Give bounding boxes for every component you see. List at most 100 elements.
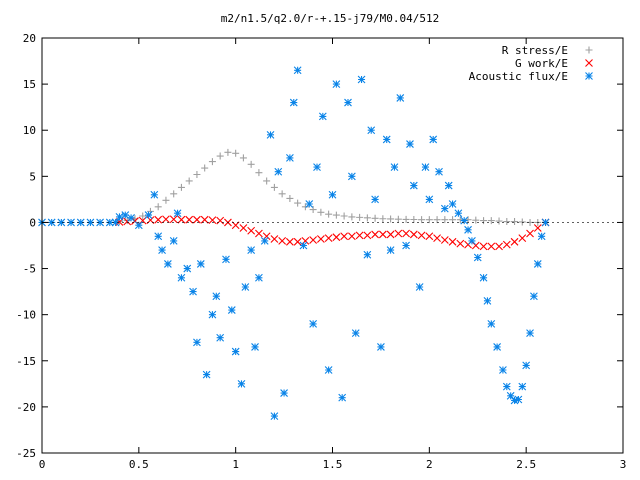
data-point <box>440 236 449 244</box>
data-point <box>305 200 314 208</box>
data-point <box>409 230 418 239</box>
y-tick-label: 10 <box>23 124 36 137</box>
data-point <box>464 225 472 234</box>
data-point <box>402 241 410 250</box>
y-tick-label: -25 <box>16 447 36 460</box>
plot-area <box>38 37 624 454</box>
data-point <box>177 215 186 224</box>
data-point <box>351 329 360 337</box>
data-point <box>454 209 463 218</box>
data-point <box>111 218 120 227</box>
data-point <box>495 242 503 251</box>
data-point <box>241 283 250 291</box>
data-point <box>318 112 327 121</box>
data-point <box>139 212 147 220</box>
data-point <box>67 218 75 227</box>
data-point <box>278 237 287 245</box>
data-point <box>144 211 153 219</box>
legend-label: R stress/E <box>502 44 568 57</box>
series-1 <box>115 215 550 251</box>
data-point <box>429 135 438 144</box>
data-point <box>158 246 166 254</box>
data-point <box>402 215 410 223</box>
data-point <box>231 221 240 230</box>
data-point <box>425 195 434 204</box>
legend-label: G work/E <box>515 57 568 70</box>
chart-title: m2/n1.5/q2.0/r-+.15-j79/M0.04/512 <box>221 12 440 25</box>
data-point <box>57 218 66 227</box>
data-point <box>518 234 527 243</box>
x-tick-label: 1.5 <box>323 458 343 471</box>
data-point <box>76 218 85 227</box>
data-point <box>390 163 399 171</box>
data-point <box>487 242 496 251</box>
data-point <box>189 287 197 296</box>
data-point <box>514 395 523 404</box>
data-point <box>309 236 318 244</box>
data-point <box>278 190 286 198</box>
data-point <box>170 190 178 198</box>
data-point <box>537 232 546 241</box>
data-point <box>239 154 247 162</box>
data-point <box>363 250 372 259</box>
data-point <box>479 242 488 251</box>
data-point <box>386 246 395 254</box>
axis-frame <box>41 37 624 454</box>
data-point <box>518 218 526 226</box>
data-point <box>274 167 283 176</box>
data-point <box>247 226 256 235</box>
data-point <box>444 181 453 190</box>
x-tick-label: 1 <box>232 458 239 471</box>
data-point <box>518 382 527 391</box>
data-point <box>328 190 337 199</box>
data-point <box>363 214 371 222</box>
data-point <box>127 213 135 222</box>
data-point <box>510 396 519 405</box>
data-point <box>224 148 232 156</box>
data-point <box>202 370 211 379</box>
data-point <box>499 366 507 374</box>
data-point <box>286 194 294 202</box>
data-point <box>185 177 193 185</box>
data-point <box>294 199 302 207</box>
data-point <box>154 215 163 224</box>
data-point <box>456 239 465 248</box>
y-tick-label: -10 <box>16 309 36 322</box>
data-point <box>394 229 403 238</box>
y-tick-label: -5 <box>23 263 36 276</box>
data-point <box>255 273 263 282</box>
data-point <box>441 216 449 224</box>
data-point <box>216 152 224 160</box>
data-point <box>208 216 217 225</box>
data-point <box>270 183 278 191</box>
data-point <box>511 218 519 226</box>
data-point <box>270 412 279 420</box>
data-point <box>313 163 321 171</box>
y-tick-label: -15 <box>16 355 36 368</box>
legend-marker <box>585 46 593 54</box>
series-layer <box>38 66 550 420</box>
data-point <box>105 218 114 227</box>
data-point <box>402 229 410 238</box>
data-point <box>162 196 170 204</box>
data-point <box>227 306 236 314</box>
data-point <box>309 206 317 214</box>
data-point <box>379 215 387 223</box>
data-point <box>340 212 348 220</box>
data-point <box>406 140 414 148</box>
data-point <box>289 98 298 107</box>
data-point <box>487 217 495 225</box>
data-point <box>301 203 309 211</box>
data-point <box>533 224 542 232</box>
data-point <box>347 172 356 181</box>
data-point <box>293 66 302 75</box>
data-point <box>163 260 172 268</box>
data-point <box>357 75 366 84</box>
data-point <box>222 255 230 264</box>
data-point <box>503 218 511 226</box>
data-point <box>472 216 480 224</box>
data-point <box>387 215 395 223</box>
data-point <box>340 232 349 241</box>
data-point <box>47 218 56 227</box>
